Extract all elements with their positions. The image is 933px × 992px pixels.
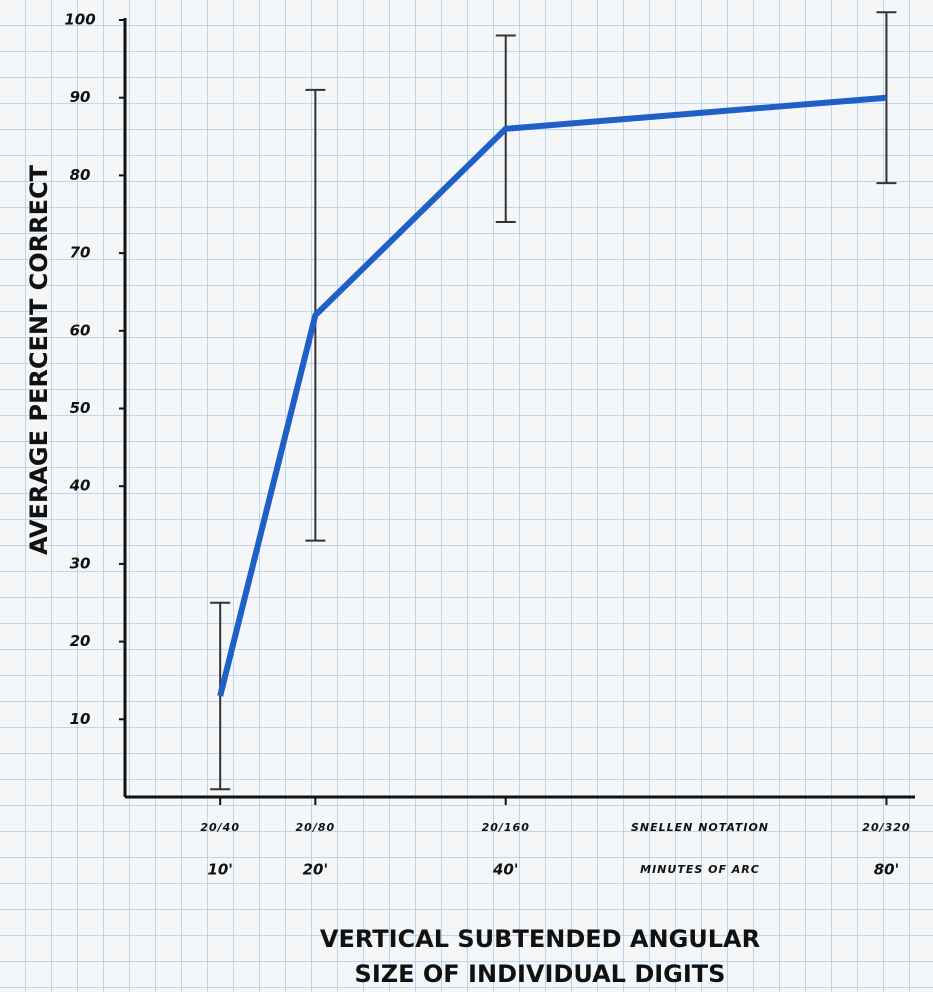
x-axis-title: SIZE OF INDIVIDUAL DIGITS <box>355 960 726 988</box>
y-tick-label: 70 <box>70 244 91 262</box>
x-tick-label: 10' <box>207 861 232 879</box>
error-bar <box>876 11 897 185</box>
snellen-label: 20/80 <box>296 821 336 834</box>
y-tick-label: 100 <box>64 11 95 29</box>
data-line <box>217 94 887 697</box>
y-tick-label: 80 <box>70 166 91 184</box>
y-tick-label: 40 <box>69 477 91 495</box>
y-tick-label: 10 <box>70 710 91 728</box>
x-tick-label: 20' <box>303 861 328 879</box>
y-tick-label: 60 <box>70 321 91 339</box>
y-axis-title: AVERAGE PERCENT CORRECT <box>25 164 53 555</box>
x-axis-title: VERTICAL SUBTENDED ANGULAR <box>320 925 760 953</box>
x-tick-label: 40' <box>492 861 518 879</box>
annotation: MINUTES OF ARC <box>640 863 760 876</box>
snellen-label: 20/320 <box>862 821 910 834</box>
y-tick-label: 30 <box>70 554 91 572</box>
snellen-label: 20/160 <box>482 821 530 834</box>
y-tick-label: 20 <box>70 632 91 650</box>
y-tick-label: 90 <box>70 88 91 106</box>
y-tick-label: 50 <box>70 399 91 417</box>
annotation: SNELLEN NOTATION <box>631 821 769 834</box>
snellen-label: 20/40 <box>200 821 240 834</box>
x-tick-label: 80' <box>874 861 899 879</box>
